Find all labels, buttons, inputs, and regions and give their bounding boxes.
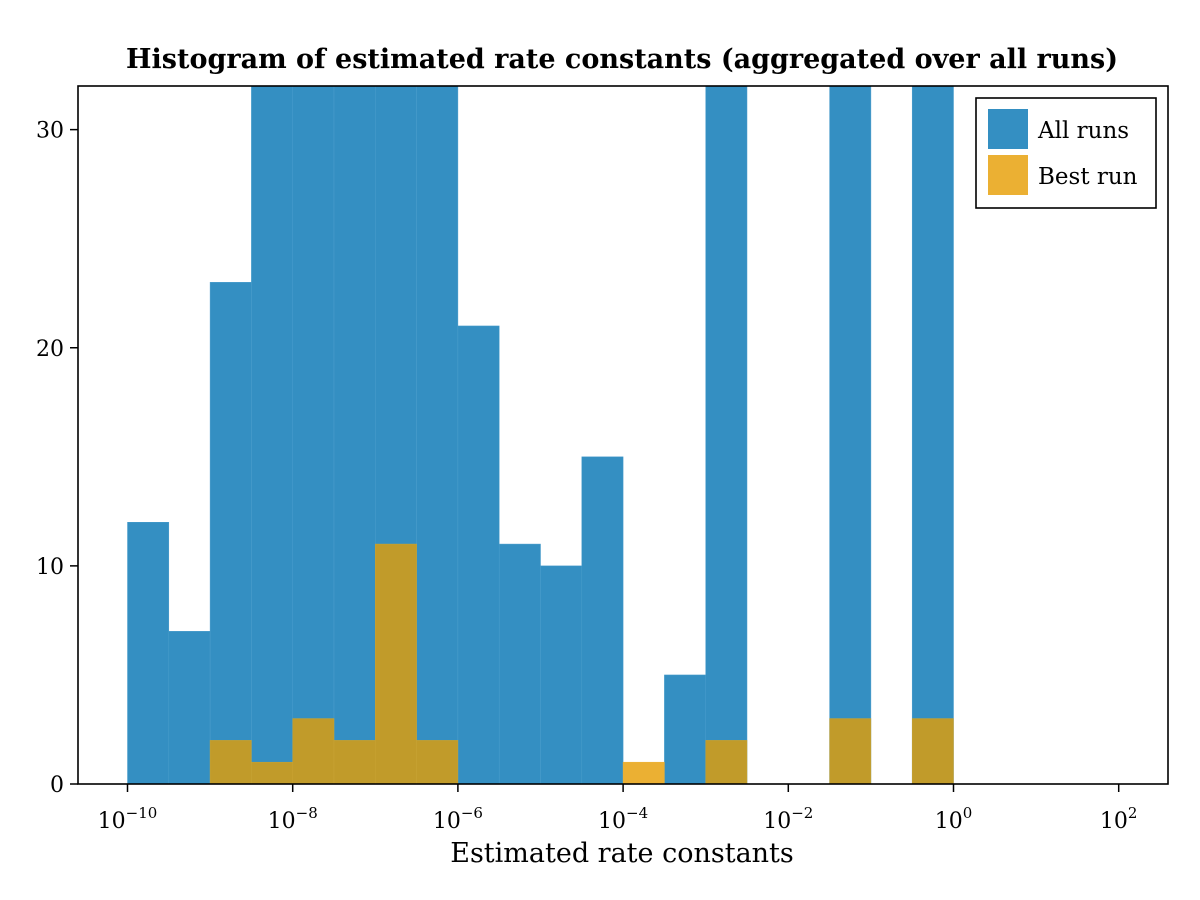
- x-tick-label: 10−8: [268, 804, 318, 834]
- y-axis-ticks: 0 10 20 30: [36, 119, 78, 798]
- bar-best-run: [829, 718, 872, 785]
- chart-title: Histogram of estimated rate constants (a…: [126, 44, 1118, 75]
- legend-swatch-all-runs: [988, 109, 1028, 149]
- bar-all-runs: [416, 85, 459, 785]
- bar-all-runs: [829, 85, 872, 785]
- x-axis-label: Estimated rate constants: [450, 838, 794, 869]
- x-tick-label: 10−2: [763, 804, 813, 834]
- bar-all-runs: [581, 456, 624, 785]
- bar-all-runs: [168, 631, 211, 785]
- x-tick-label: 10−6: [433, 804, 483, 834]
- bar-best-run: [333, 740, 376, 785]
- legend-label-best-run: Best run: [1038, 164, 1138, 190]
- bar-all-runs: [911, 85, 954, 785]
- bar-best-run: [622, 761, 665, 785]
- bar-best-run: [375, 543, 417, 785]
- best-run-bars: [209, 543, 954, 785]
- x-axis-ticks: 10−10 10−8 10−6 10−4 10−2 100 102: [98, 784, 1138, 834]
- bar-best-run: [416, 740, 459, 785]
- bar-all-runs: [664, 674, 706, 785]
- legend-label-all-runs: All runs: [1037, 118, 1129, 144]
- x-tick-label: 100: [935, 804, 973, 834]
- y-tick-label: 0: [50, 773, 64, 798]
- bar-all-runs: [209, 282, 252, 785]
- x-tick-label: 10−10: [98, 804, 158, 834]
- legend: All runs Best run: [975, 97, 1157, 209]
- bar-all-runs: [333, 85, 376, 785]
- bar-all-runs: [292, 85, 335, 785]
- bar-best-run: [911, 718, 954, 785]
- bar-all-runs: [498, 543, 541, 785]
- y-tick-label: 20: [36, 337, 64, 362]
- all-runs-bars: [127, 85, 954, 785]
- bar-all-runs: [251, 85, 293, 785]
- bar-all-runs: [127, 522, 170, 785]
- bar-best-run: [209, 740, 252, 785]
- y-tick-label: 30: [36, 119, 64, 144]
- bar-all-runs: [540, 565, 583, 785]
- bar-best-run: [292, 718, 335, 785]
- legend-swatch-best-run: [988, 155, 1028, 195]
- bar-all-runs: [457, 325, 500, 785]
- bar-best-run: [251, 761, 293, 785]
- bar-best-run: [705, 740, 748, 785]
- bar-all-runs: [705, 85, 748, 785]
- x-tick-label: 10−4: [598, 804, 648, 834]
- y-tick-label: 10: [36, 555, 64, 580]
- x-tick-label: 102: [1100, 804, 1138, 834]
